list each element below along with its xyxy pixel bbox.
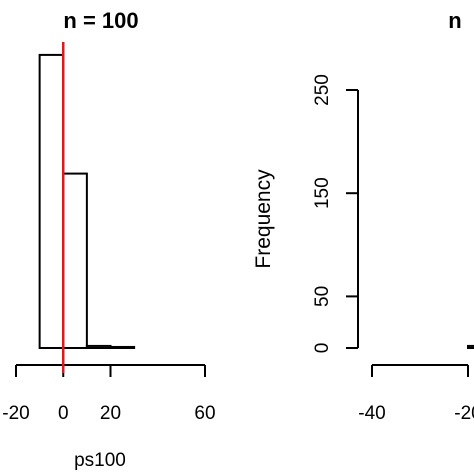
x-axis-label: ps100 [74,450,126,471]
y-tick-label: 150 [312,177,333,209]
bar [109,345,136,349]
y-axis-label: Frequency [252,169,275,269]
bar [62,172,88,349]
x-tick-label: 60 [194,403,215,424]
bar [85,344,112,350]
bar [467,344,474,350]
x-tick-label: 20 [100,403,121,424]
chart-title: n = 100 [63,8,138,33]
x-tick-label: -40 [358,403,385,424]
y-tick-label: 50 [312,286,333,307]
y-tick-label: 0 [312,343,333,354]
x-tick-label: -20 [454,403,474,424]
x-tick-label: 0 [58,403,69,424]
y-tick-label: 250 [312,74,333,106]
chart-title: n [448,8,461,33]
bar [38,53,65,350]
x-tick-label: -20 [2,403,29,424]
